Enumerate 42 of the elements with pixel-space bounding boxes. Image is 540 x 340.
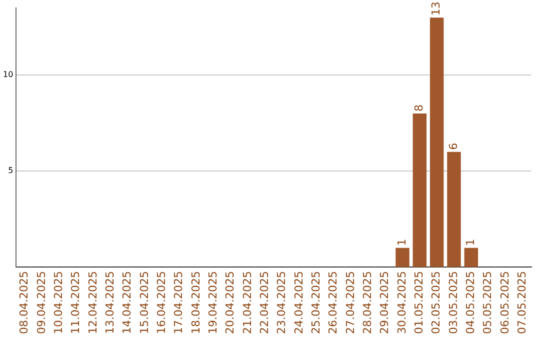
x-tick-label: 04.05.2025 bbox=[464, 271, 478, 334]
y-tick-label: 10 bbox=[2, 70, 14, 80]
x-tick-label: 28.04.2025 bbox=[361, 271, 374, 334]
data-label: 1 bbox=[464, 238, 478, 246]
bar bbox=[464, 248, 478, 268]
x-tick-label: 19.04.2025 bbox=[206, 271, 220, 334]
x-tick-label: 30.04.2025 bbox=[395, 271, 408, 334]
x-tick-label: 17.04.2025 bbox=[172, 271, 186, 334]
data-label: 6 bbox=[446, 142, 460, 150]
data-label: 13 bbox=[430, 2, 443, 16]
bar bbox=[396, 248, 410, 268]
x-tick-label: 15.04.2025 bbox=[138, 271, 151, 334]
x-tick-label: 07.05.2025 bbox=[516, 271, 529, 334]
x-tick-label: 14.04.2025 bbox=[120, 271, 134, 334]
x-tick-label: 24.04.2025 bbox=[292, 271, 306, 334]
x-tick-label: 22.04.2025 bbox=[258, 271, 271, 334]
x-tick-label: 13.04.2025 bbox=[103, 271, 116, 334]
x-tick-label: 23.04.2025 bbox=[275, 271, 288, 334]
data-label: 8 bbox=[412, 104, 426, 112]
x-tick-label: 01.05.2025 bbox=[412, 271, 426, 334]
bar bbox=[412, 114, 427, 268]
x-tick-label: 16.04.2025 bbox=[154, 271, 168, 334]
bar bbox=[430, 18, 444, 268]
bar bbox=[447, 152, 461, 268]
x-tick-label: 08.04.2025 bbox=[18, 271, 31, 334]
x-tick-label: 12.04.2025 bbox=[86, 271, 100, 334]
x-tick-label: 11.04.2025 bbox=[69, 271, 82, 334]
x-tick-label: 03.05.2025 bbox=[446, 271, 460, 334]
x-tick-label: 21.04.2025 bbox=[240, 271, 254, 334]
x-tick-label: 02.05.2025 bbox=[430, 271, 443, 334]
x-tick-label: 18.04.2025 bbox=[189, 271, 202, 334]
x-tick-label: 09.04.2025 bbox=[34, 271, 48, 334]
x-tick-label: 27.04.2025 bbox=[344, 271, 357, 334]
x-tick-label: 26.04.2025 bbox=[326, 271, 340, 334]
y-tick-label: 5 bbox=[8, 166, 14, 176]
x-tick-label: 05.05.2025 bbox=[481, 271, 494, 334]
x-tick-label: 10.04.2025 bbox=[52, 271, 65, 334]
x-tick-label: 20.04.2025 bbox=[224, 271, 237, 334]
x-tick-label: 06.05.2025 bbox=[498, 271, 512, 334]
x-tick-label: 29.04.2025 bbox=[378, 271, 392, 334]
data-label: 1 bbox=[395, 238, 408, 246]
x-tick-label: 25.04.2025 bbox=[309, 271, 322, 334]
